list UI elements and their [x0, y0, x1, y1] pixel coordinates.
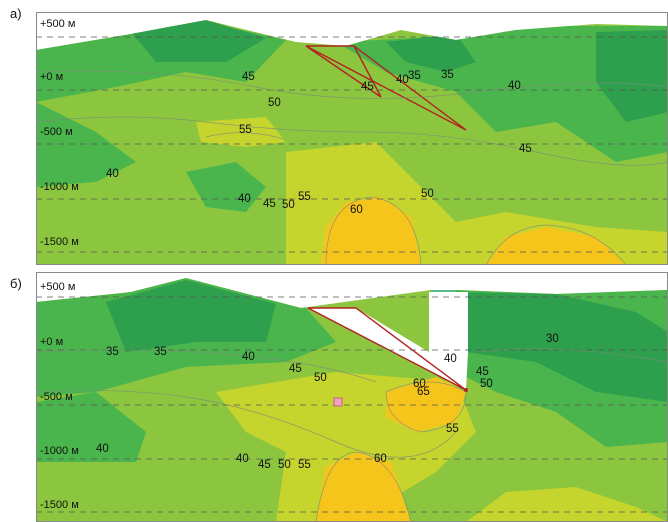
panel-a-fault-polygon	[305, 45, 467, 131]
panel-a-contour-value: 40	[396, 74, 409, 86]
panel-b-contour-value: 40	[96, 443, 109, 455]
panel-a-darkgreen-zone-far-right	[596, 30, 668, 122]
panel-b-elevation-label: +500 м	[40, 281, 75, 293]
panel-a-label: а)	[10, 6, 22, 21]
panel-a-yellow-zone-60-left	[321, 197, 421, 265]
panel-a-contour-value: 55	[298, 191, 311, 203]
panel-b-elevation-label: -500 м	[40, 391, 73, 403]
panel-a-elevation-label: +0 м	[40, 71, 63, 83]
panel-a-elevation-label: -1500 м	[40, 236, 79, 248]
panel-a-contour-value: 50	[282, 199, 295, 211]
panel-a-elevation-label: -500 м	[40, 126, 73, 138]
panel-b-contour-value: 60	[374, 453, 387, 465]
panel-a-contour-value: 60	[350, 204, 363, 216]
panel-a-contour-value: 35	[408, 70, 421, 82]
panel-b-contour-lines	[36, 348, 668, 522]
panel-a-plot: +500 м +0 м -500 м -1000 м -1500 м 45 40…	[36, 12, 668, 265]
panel-b-yellow-zone-60-65	[386, 377, 466, 432]
panel-a-contour-value: 50	[421, 188, 434, 200]
panel-b-contour-value: 45	[289, 363, 302, 375]
panel-a-darkgreen-zone-right	[386, 34, 476, 72]
panel-a-darkgreen-zone	[131, 20, 266, 62]
panel-b-label: б)	[10, 276, 22, 291]
panel-a-section: +500 м +0 м -500 м -1000 м -1500 м 45 40…	[36, 12, 668, 265]
panel-b-elevation-label: -1500 м	[40, 499, 79, 511]
panel-a-contour-value: 35	[441, 69, 454, 81]
panel-a-contour-value: 55	[239, 124, 252, 136]
panel-a-elevation-label: +500 м	[40, 18, 75, 30]
panel-b-contour-value: 50	[314, 372, 327, 384]
panel-b-contour-value: 60	[413, 378, 426, 390]
panel-b-marker	[333, 397, 343, 407]
panel-b-fault-point	[464, 388, 468, 392]
panel-b-elevation-label: +0 м	[40, 336, 63, 348]
panel-b-fault-gap	[308, 292, 468, 390]
panel-a-contour-value: 40	[106, 168, 119, 180]
panel-a-contour-value: 40	[238, 193, 251, 205]
panel-b-contour-value: 45	[258, 459, 271, 471]
panel-b-yellowgreen-zone-bottom-right	[466, 487, 668, 522]
panel-b-fault-outline	[307, 307, 467, 391]
panel-a-yellow-zone-60-right	[486, 227, 626, 265]
panel-b-section: +500 м +0 м -500 м -1000 м -1500 м 35 35…	[36, 272, 668, 522]
panel-b-plot: +500 м +0 м -500 м -1000 м -1500 м 35 35…	[36, 272, 668, 522]
panel-a-elevation-label: -1000 м	[40, 181, 79, 193]
panel-b-contour-value: 35	[106, 346, 119, 358]
panel-b-contour-value: 40	[444, 353, 457, 365]
panel-a-green-zone-left	[36, 102, 136, 187]
panel-b-contour-value: 40	[236, 453, 249, 465]
panel-a-yellowgreen-55	[196, 117, 286, 147]
panel-b-darkgreen-zone-right	[436, 292, 668, 402]
panel-a-contour-value: 45	[263, 198, 276, 210]
panel-b-darkgreen-zone-left	[106, 280, 276, 352]
panel-b-contour-value: 50	[278, 459, 291, 471]
panel-a-contour-value: 40	[508, 80, 521, 92]
panel-a-contour-value: 45	[519, 143, 532, 155]
panel-b-contour-value: 50	[480, 378, 493, 390]
panel-a-contour-value: 45	[361, 81, 374, 93]
panel-a-contour-lines	[36, 70, 668, 265]
panel-b-contour-value: 40	[242, 351, 255, 363]
panel-b-contour-value: 35	[154, 346, 167, 358]
panel-b-contour-value: 65	[417, 386, 430, 398]
panel-b-contour-value: 55	[446, 423, 459, 435]
panel-a-green-lens	[186, 162, 266, 212]
panel-b-contour-value: 55	[298, 459, 311, 471]
panel-a-contour-value: 50	[268, 97, 281, 109]
panel-b-contour-value: 45	[476, 366, 489, 378]
panel-b-elevation-label: -1000 м	[40, 445, 79, 457]
panel-b-contour-value: 30	[546, 333, 559, 345]
panel-a-contour-value: 45	[242, 71, 255, 83]
panel-b-green-zone-lower-left	[36, 392, 146, 462]
